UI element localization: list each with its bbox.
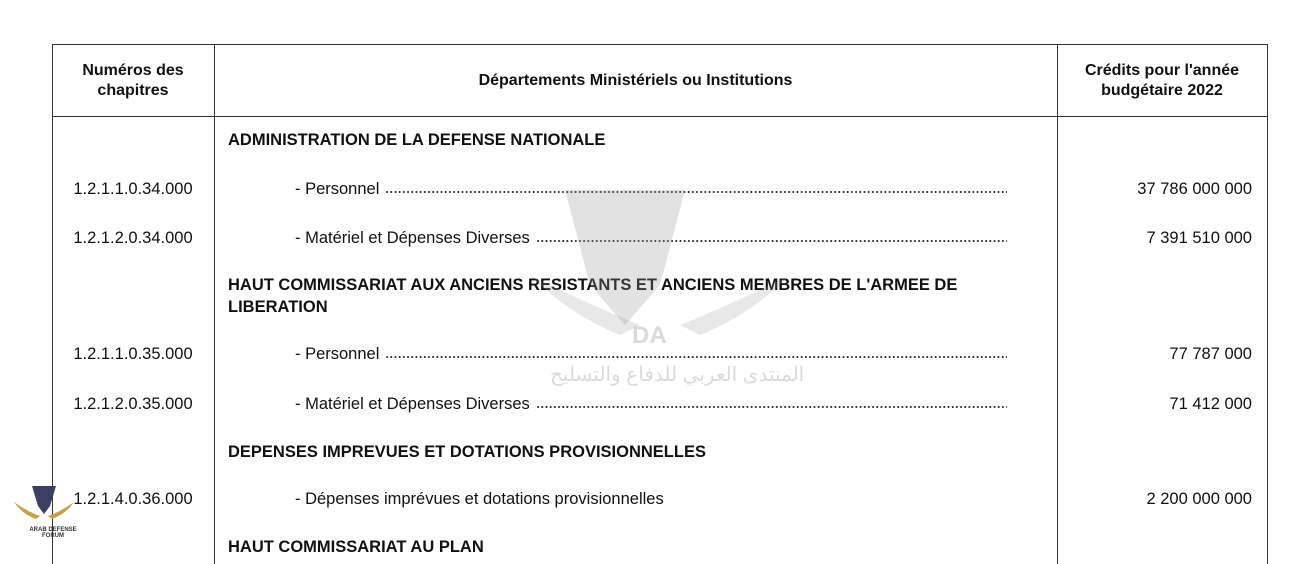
chapter-number: 1.2.1.1.0.35.000	[73, 345, 193, 363]
column-line	[1057, 44, 1058, 564]
item-label: - Personnel	[295, 345, 380, 363]
chapter-number: 1.2.1.1.0.34.000	[73, 180, 193, 198]
credit: 2 200 000 000	[1146, 490, 1252, 508]
line-item: - Personnel	[295, 178, 1007, 200]
column-header: Numéros des chapitres	[82, 61, 184, 99]
column-line	[52, 44, 53, 564]
table-border	[52, 44, 1268, 45]
credit: 77 787 000	[1169, 345, 1252, 363]
item-label: - Personnel	[295, 180, 380, 198]
line-item: - Dépenses imprévues et dotations provis…	[295, 488, 1007, 510]
leader	[385, 355, 1007, 359]
section-heading: HAUT COMMISSARIAT AUX ANCIENS RESISTANTS…	[228, 276, 958, 316]
corner-caption: ARAB DEFENSE FORUM	[29, 527, 77, 539]
watermark-logo	[530, 190, 790, 335]
header-divider	[52, 116, 1268, 117]
item-label: - Matériel et Dépenses Diverses	[295, 395, 530, 413]
column-line	[214, 44, 215, 564]
chapter-number: 1.2.1.2.0.34.000	[73, 229, 193, 247]
credit: 71 412 000	[1169, 395, 1252, 413]
section-heading: HAUT COMMISSARIAT AU PLAN	[228, 538, 484, 556]
leader	[535, 405, 1007, 409]
page: {"header": {"columns": ["Numéros des cha…	[14, 44, 1268, 564]
leader	[385, 190, 1007, 194]
chapter-number: 1.2.1.4.0.36.000	[73, 490, 193, 508]
corner-logo	[14, 486, 74, 519]
credit: 7 391 510 000	[1146, 229, 1252, 247]
credit: 37 786 000 000	[1137, 180, 1252, 198]
leader	[535, 239, 1007, 243]
item-label: - Dépenses imprévues et dotations provis…	[295, 490, 664, 508]
line-item: - Matériel et Dépenses Diverses	[295, 227, 1007, 249]
line-item: - Personnel	[295, 343, 1007, 365]
section-heading: DEPENSES IMPREVUES ET DOTATIONS PROVISIO…	[228, 443, 706, 461]
watermark-text: DA	[632, 322, 667, 349]
line-item: - Matériel et Dépenses Diverses	[295, 393, 1007, 415]
column-header: Crédits pour l'année budgétaire 2022	[1084, 61, 1240, 99]
column-header: Départements Ministériels ou Institution…	[478, 71, 793, 89]
section-heading: ADMINISTRATION DE LA DEFENSE NATIONALE	[228, 131, 606, 149]
watermark-text: المنتدى العربي للدفاع والتسليح	[550, 364, 805, 386]
chapter-number: 1.2.1.2.0.35.000	[73, 395, 193, 413]
column-line	[1267, 44, 1268, 564]
item-label: - Matériel et Dépenses Diverses	[295, 229, 530, 247]
